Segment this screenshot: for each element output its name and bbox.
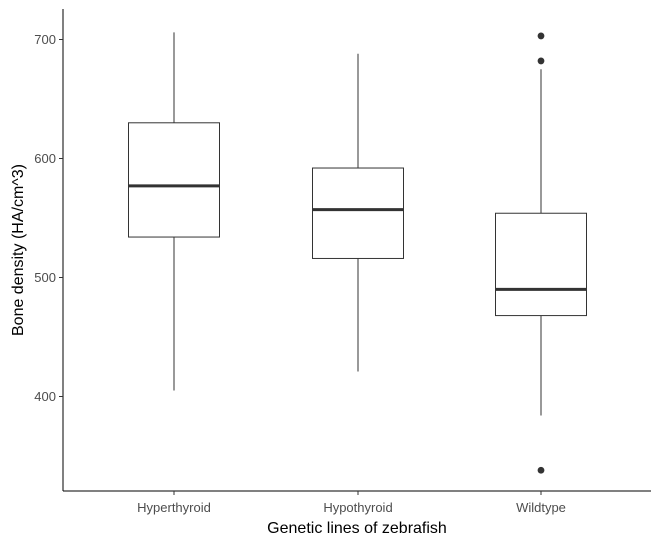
y-tick-label: 400 [34, 389, 56, 404]
x-tick-label: Wildtype [516, 500, 566, 515]
box-hyperthyroid [128, 32, 220, 391]
y-axis-title: Bone density (HA/cm^3) [10, 164, 27, 336]
x-tick-label: Hypothyroid [323, 500, 392, 515]
iqr-box [495, 212, 587, 317]
iqr-box [312, 167, 404, 259]
outlier-point [537, 57, 545, 65]
y-tick-label: 500 [34, 270, 56, 285]
outlier-point [537, 32, 545, 40]
plot-area [128, 32, 587, 474]
y-tick-label: 700 [34, 32, 56, 47]
x-tick-label: Hyperthyroid [137, 500, 211, 515]
axes: 400 500 600 700 Hyperthyroid Hypothyroid Wildt… [34, 32, 566, 515]
iqr-box [128, 122, 220, 238]
x-axis-title: Genetic lines of zebrafish [267, 520, 447, 537]
box-hypothyroid [312, 53, 404, 372]
box-wildtype [495, 32, 587, 474]
outlier-point [537, 466, 545, 474]
y-tick-label: 600 [34, 151, 56, 166]
